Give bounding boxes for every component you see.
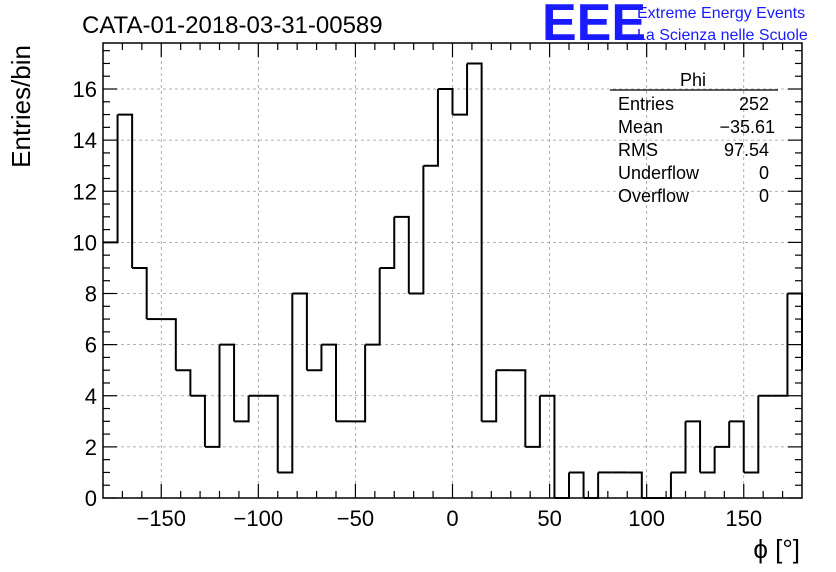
x-tick-label: −50 [337,506,374,531]
histogram-bin [306,344,323,372]
histogram-bin [583,472,600,499]
histogram-bin [539,394,556,498]
histogram-bars [103,62,803,499]
histogram-bin [321,343,337,422]
histogram-bin [685,420,702,473]
histogram-bin [467,62,483,422]
stats-value-overflow: 0 [759,186,769,206]
y-tick-label: 12 [73,179,97,204]
x-axis-label: ϕ [°] [753,534,800,564]
stats-label-overflow: Overflow [618,186,690,206]
stats-box: Phi Entries 252 Mean −35.61 RMS 97.54 Un… [610,70,778,206]
x-tick-label: −150 [136,506,186,531]
histogram-bin [219,343,236,422]
histogram-bin [452,63,469,116]
histogram-bin [554,472,570,499]
histogram-bin [117,113,134,268]
histogram-bin [175,369,192,396]
y-tick-label: 14 [73,128,97,153]
histogram-bin [510,369,527,447]
histogram-bin [365,267,381,346]
histogram-bin [408,165,425,295]
stats-label-underflow: Underflow [618,163,700,183]
y-tick-label: 6 [85,333,97,358]
histogram-bin [627,471,643,498]
stats-value-entries: 252 [739,94,769,114]
stats-label-entries: Entries [618,94,674,114]
histogram-bin [394,215,410,294]
y-tick-label: 16 [73,77,97,102]
histogram-bin [437,88,454,115]
stats-label-rms: RMS [618,140,658,160]
axis-ticks [103,43,802,499]
histogram-bin [714,421,731,448]
y-axis-label: Entries/bin [6,45,36,168]
histogram-bin [132,266,148,320]
x-tick-label: 0 [446,506,458,531]
y-tick-label: 2 [85,435,97,460]
histogram-bin [204,344,221,448]
histogram-bin [190,394,206,447]
stats-value-mean: −35.61 [719,117,775,137]
histogram-bin [729,420,745,473]
histogram-bin [772,293,789,397]
eee-logo: EEE Extreme Energy Events La Scienza nel… [542,0,808,52]
histogram-bin [379,216,396,269]
histogram-bin [277,293,294,474]
tick-labels: −150 −100 −50 0 50 100 150 0 2 4 6 8 10 12 14 16 [73,77,763,531]
stats-title: Phi [680,70,706,90]
x-tick-label: 150 [725,506,762,531]
brand-line-2: La Scienza nelle Scuole [637,27,808,44]
x-tick-label: 50 [537,506,561,531]
histogram-bin [656,472,672,499]
histogram-bin [161,318,177,371]
histogram-bin [670,421,687,474]
histogram-bin [423,89,439,167]
eee-logo-mark: EEE [542,0,646,52]
histogram-bin [700,446,716,474]
stats-value-underflow: 0 [759,163,769,183]
x-tick-label: −100 [234,506,284,531]
histogram-bin [743,395,760,474]
histogram-bin [481,370,498,423]
y-tick-label: 8 [85,282,97,307]
y-tick-label: 4 [85,384,97,409]
brand-line-1: Extreme Energy Events [637,5,805,22]
histogram-bin [292,292,308,371]
histogram-bin [525,395,541,448]
stats-value-rms: 97.54 [724,140,769,160]
stats-label-mean: Mean [618,117,663,137]
chart-title: CATA-01-2018-03-31-00589 [82,12,383,39]
histogram-bin [234,395,250,423]
y-tick-label: 0 [85,486,97,511]
histogram-bin [569,471,585,498]
histogram-bin [350,344,367,423]
x-tick-label: 100 [628,506,665,531]
histogram-bin [263,394,279,473]
y-tick-label: 10 [73,230,97,255]
